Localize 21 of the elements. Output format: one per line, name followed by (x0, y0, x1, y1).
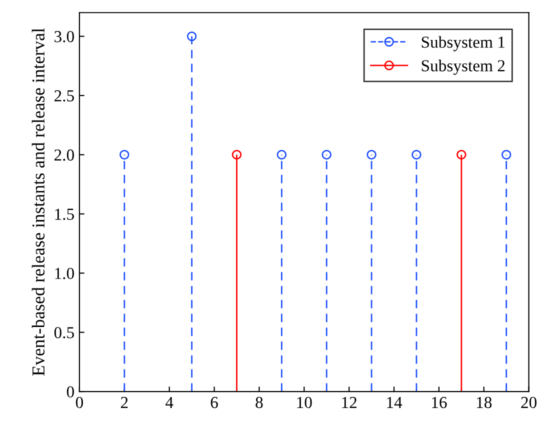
x-tick-label: 10 (297, 396, 312, 408)
y-tick-label: 0 (66, 386, 74, 398)
y-axis-title: Event-based release instants and release interval (32, 28, 45, 376)
x-tick-label: 6 (210, 396, 218, 408)
legend-label: Subsystem 1 (422, 36, 504, 52)
y-tick-label: 3.0 (54, 31, 74, 42)
x-tick-label: 18 (477, 396, 492, 408)
x-tick-label: 8 (256, 396, 263, 408)
x-tick-label: 20 (521, 396, 537, 408)
legend-label: Subsystem 2 (422, 60, 505, 75)
x-tick-label: 0 (76, 396, 83, 408)
y-tick-label: 1.0 (55, 268, 74, 280)
x-tick-label: 12 (342, 396, 356, 408)
y-tick-label: 1.5 (55, 208, 74, 220)
y-tick-label: 2.5 (54, 90, 74, 102)
x-tick-label: 2 (120, 396, 128, 408)
x-tick-label: 16 (432, 396, 447, 408)
x-tick-label: 4 (165, 396, 174, 408)
y-tick-label: 0.5 (54, 327, 74, 338)
y-tick-label: 2.0 (54, 149, 74, 161)
x-tick-label: 14 (387, 396, 402, 408)
